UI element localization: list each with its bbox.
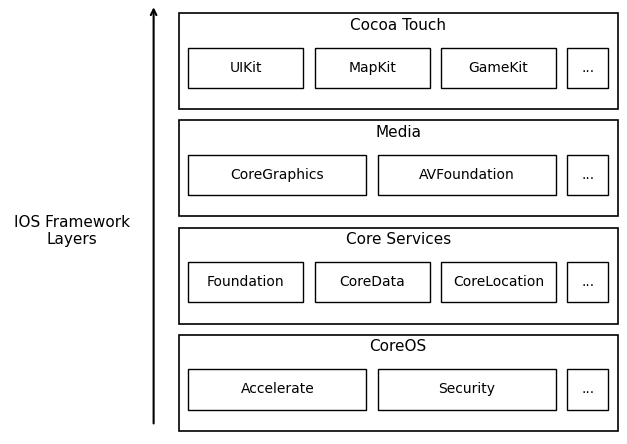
FancyBboxPatch shape <box>179 335 618 431</box>
FancyBboxPatch shape <box>188 369 366 409</box>
Text: ...: ... <box>581 168 594 182</box>
FancyBboxPatch shape <box>567 155 608 195</box>
FancyBboxPatch shape <box>315 48 429 88</box>
FancyBboxPatch shape <box>441 262 556 302</box>
Text: Core Services: Core Services <box>345 232 451 247</box>
Text: Media: Media <box>375 125 421 140</box>
Text: ...: ... <box>581 275 594 289</box>
Text: IOS Framework
Layers: IOS Framework Layers <box>14 215 130 247</box>
Text: GameKit: GameKit <box>469 61 529 75</box>
Text: ...: ... <box>581 382 594 396</box>
FancyBboxPatch shape <box>179 228 618 324</box>
FancyBboxPatch shape <box>567 262 608 302</box>
Text: CoreGraphics: CoreGraphics <box>231 168 324 182</box>
Text: Accelerate: Accelerate <box>240 382 314 396</box>
FancyBboxPatch shape <box>179 13 618 109</box>
Text: MapKit: MapKit <box>348 61 396 75</box>
FancyBboxPatch shape <box>567 369 608 409</box>
Text: ...: ... <box>581 61 594 75</box>
FancyBboxPatch shape <box>441 48 556 88</box>
Text: CoreOS: CoreOS <box>369 339 427 354</box>
Text: AVFoundation: AVFoundation <box>419 168 515 182</box>
Text: Security: Security <box>438 382 495 396</box>
Text: UIKit: UIKit <box>229 61 262 75</box>
FancyBboxPatch shape <box>179 120 618 217</box>
FancyBboxPatch shape <box>188 262 303 302</box>
FancyBboxPatch shape <box>188 155 366 195</box>
FancyBboxPatch shape <box>377 369 556 409</box>
FancyBboxPatch shape <box>377 155 556 195</box>
Text: CoreData: CoreData <box>339 275 405 289</box>
Text: Foundation: Foundation <box>207 275 285 289</box>
Text: CoreLocation: CoreLocation <box>453 275 544 289</box>
FancyBboxPatch shape <box>315 262 429 302</box>
FancyBboxPatch shape <box>567 48 608 88</box>
FancyBboxPatch shape <box>188 48 303 88</box>
Text: Cocoa Touch: Cocoa Touch <box>350 18 446 33</box>
